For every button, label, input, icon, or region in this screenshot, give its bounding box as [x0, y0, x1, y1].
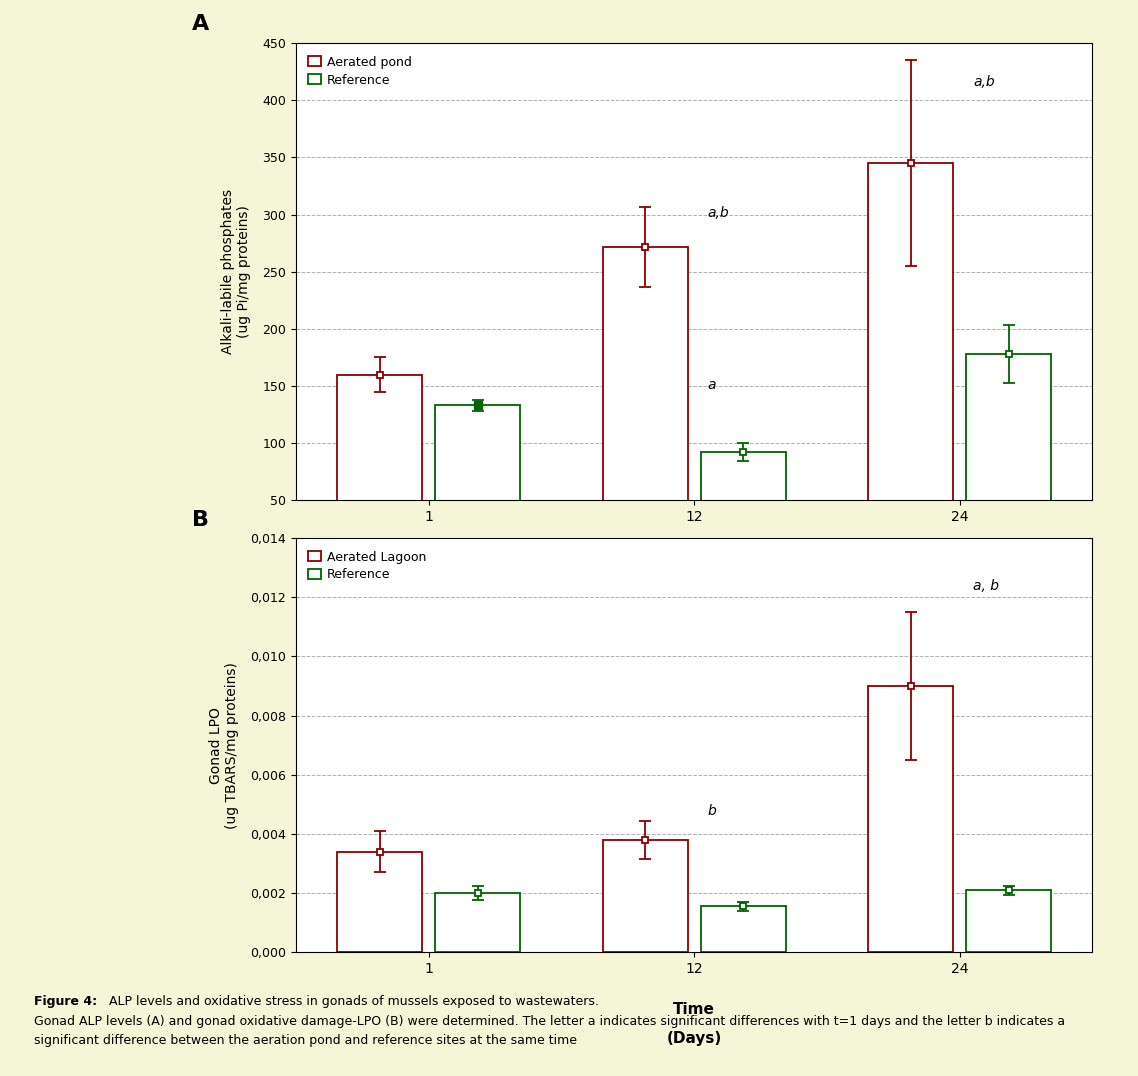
Bar — [966, 354, 1052, 557]
Bar — [701, 906, 785, 952]
Text: significant difference between the aeration pond and reference sites at the same: significant difference between the aerat… — [34, 1034, 577, 1047]
Bar — [602, 246, 687, 557]
Text: (Days): (Days) — [667, 587, 721, 603]
Text: a,b: a,b — [973, 74, 995, 89]
Text: ALP levels and oxidative stress in gonads of mussels exposed to wastewaters.: ALP levels and oxidative stress in gonad… — [105, 995, 599, 1008]
Text: a,b: a,b — [708, 207, 729, 221]
Bar — [435, 893, 520, 952]
Bar — [701, 452, 785, 557]
Legend: Aerated Lagoon, Reference: Aerated Lagoon, Reference — [302, 544, 432, 587]
Legend: Aerated pond, Reference: Aerated pond, Reference — [302, 49, 419, 93]
Bar — [868, 686, 953, 952]
Text: a, b: a, b — [973, 579, 999, 593]
Text: Figure 4:: Figure 4: — [34, 995, 97, 1008]
Y-axis label: Alkali-labile phosphates
(ug Pi/mg proteins): Alkali-labile phosphates (ug Pi/mg prote… — [221, 189, 251, 354]
Text: (Days): (Days) — [667, 1031, 721, 1046]
Text: b: b — [708, 804, 716, 818]
Bar — [337, 374, 422, 557]
Text: a: a — [708, 378, 716, 392]
Bar — [435, 406, 520, 557]
Text: B: B — [192, 510, 209, 529]
Bar — [602, 839, 687, 952]
Bar — [868, 164, 953, 557]
Text: A: A — [192, 14, 209, 34]
Y-axis label: Gonad LPO
(ug TBARS/mg proteins): Gonad LPO (ug TBARS/mg proteins) — [209, 662, 239, 829]
Text: Gonad ALP levels (A) and gonad oxidative damage-LPO (B) were determined. The let: Gonad ALP levels (A) and gonad oxidative… — [34, 1015, 1065, 1028]
Bar — [337, 852, 422, 952]
Bar — [966, 890, 1052, 952]
Text: Time: Time — [674, 1002, 715, 1017]
Text: Time: Time — [674, 555, 715, 570]
